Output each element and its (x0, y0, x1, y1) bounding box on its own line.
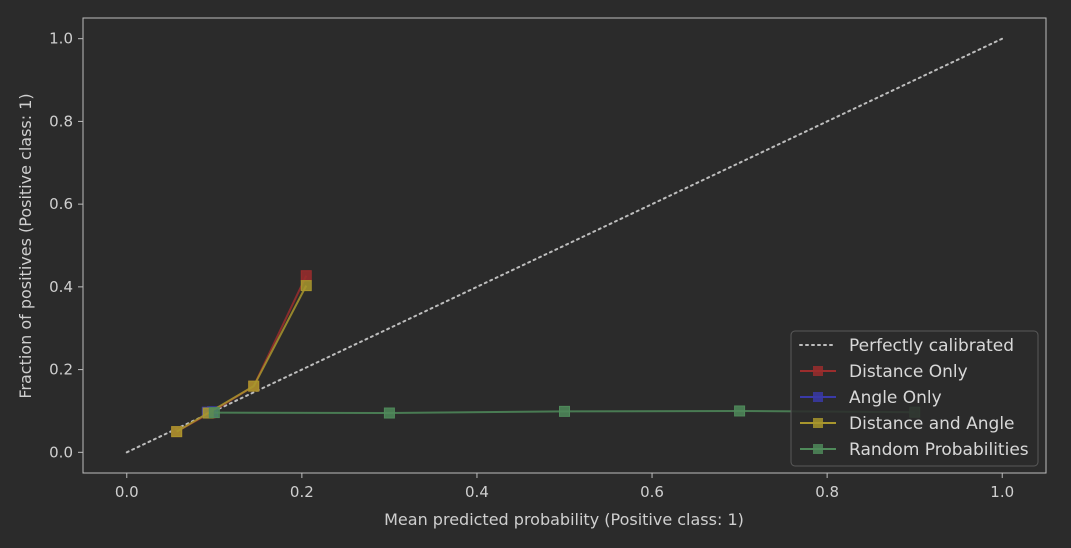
legend-label: Angle Only (849, 388, 942, 408)
legend-entry-angle-only: Angle Only (800, 388, 942, 408)
legend-marker (813, 418, 823, 428)
x-tick-label: 0.2 (290, 483, 314, 501)
legend: Perfectly calibrated Distance Only Angle O… (790, 330, 1039, 467)
x-axis-label: Mean predicted probability (Positive cla… (384, 510, 744, 529)
legend-label: Perfectly calibrated (849, 336, 1014, 356)
series-line-distance-and-angle (176, 285, 308, 433)
x-tick-label: 0.0 (115, 483, 139, 501)
data-point-distance-and-angle (300, 280, 312, 292)
data-point-distance-and-angle (248, 380, 260, 392)
series-layer (171, 270, 921, 438)
legend-marker (813, 392, 823, 402)
legend-entry-distance-only: Distance Only (800, 362, 968, 382)
legend-marker (813, 444, 823, 454)
legend-entry-perfectly-calibrated: Perfectly calibrated (799, 336, 1014, 356)
x-tick-label: 1.0 (990, 483, 1014, 501)
legend-marker (813, 366, 823, 376)
y-tick-label: 1.0 (49, 30, 73, 48)
legend-entry-random-probabilities: Random Probabilities (800, 440, 1029, 460)
data-point-random-probabilities (208, 407, 220, 419)
legend-label: Distance and Angle (849, 414, 1015, 434)
x-axis: 0.0 0.2 0.4 0.6 0.8 1.0 (115, 473, 1014, 501)
legend-label: Distance Only (849, 362, 968, 382)
data-point-distance-and-angle (171, 426, 183, 438)
series-distance-and-angle (171, 280, 312, 438)
y-tick-label: 0.2 (49, 361, 73, 379)
data-point-random-probabilities (383, 407, 395, 419)
legend-box (790, 330, 1039, 467)
legend-label: Random Probabilities (849, 440, 1029, 460)
x-tick-label: 0.6 (640, 483, 664, 501)
y-tick-label: 0.0 (49, 443, 73, 461)
perfectly-calibrated-line (125, 37, 1004, 454)
y-tick-label: 0.8 (49, 112, 73, 130)
data-point-random-probabilities (734, 405, 746, 417)
x-tick-label: 0.8 (815, 483, 839, 501)
x-tick-label: 0.4 (465, 483, 489, 501)
y-tick-label: 0.6 (49, 195, 73, 213)
reference-layer (125, 37, 1004, 454)
data-point-distance-only (300, 270, 312, 282)
data-point-random-probabilities (559, 405, 570, 417)
legend-entry-distance-and-angle: Distance and Angle (800, 414, 1015, 434)
y-axis: 0.0 0.2 0.4 0.6 0.8 1.0 (49, 30, 83, 461)
y-axis-label: Fraction of positives (Positive class: 1… (16, 93, 35, 398)
y-tick-label: 0.4 (49, 278, 73, 296)
